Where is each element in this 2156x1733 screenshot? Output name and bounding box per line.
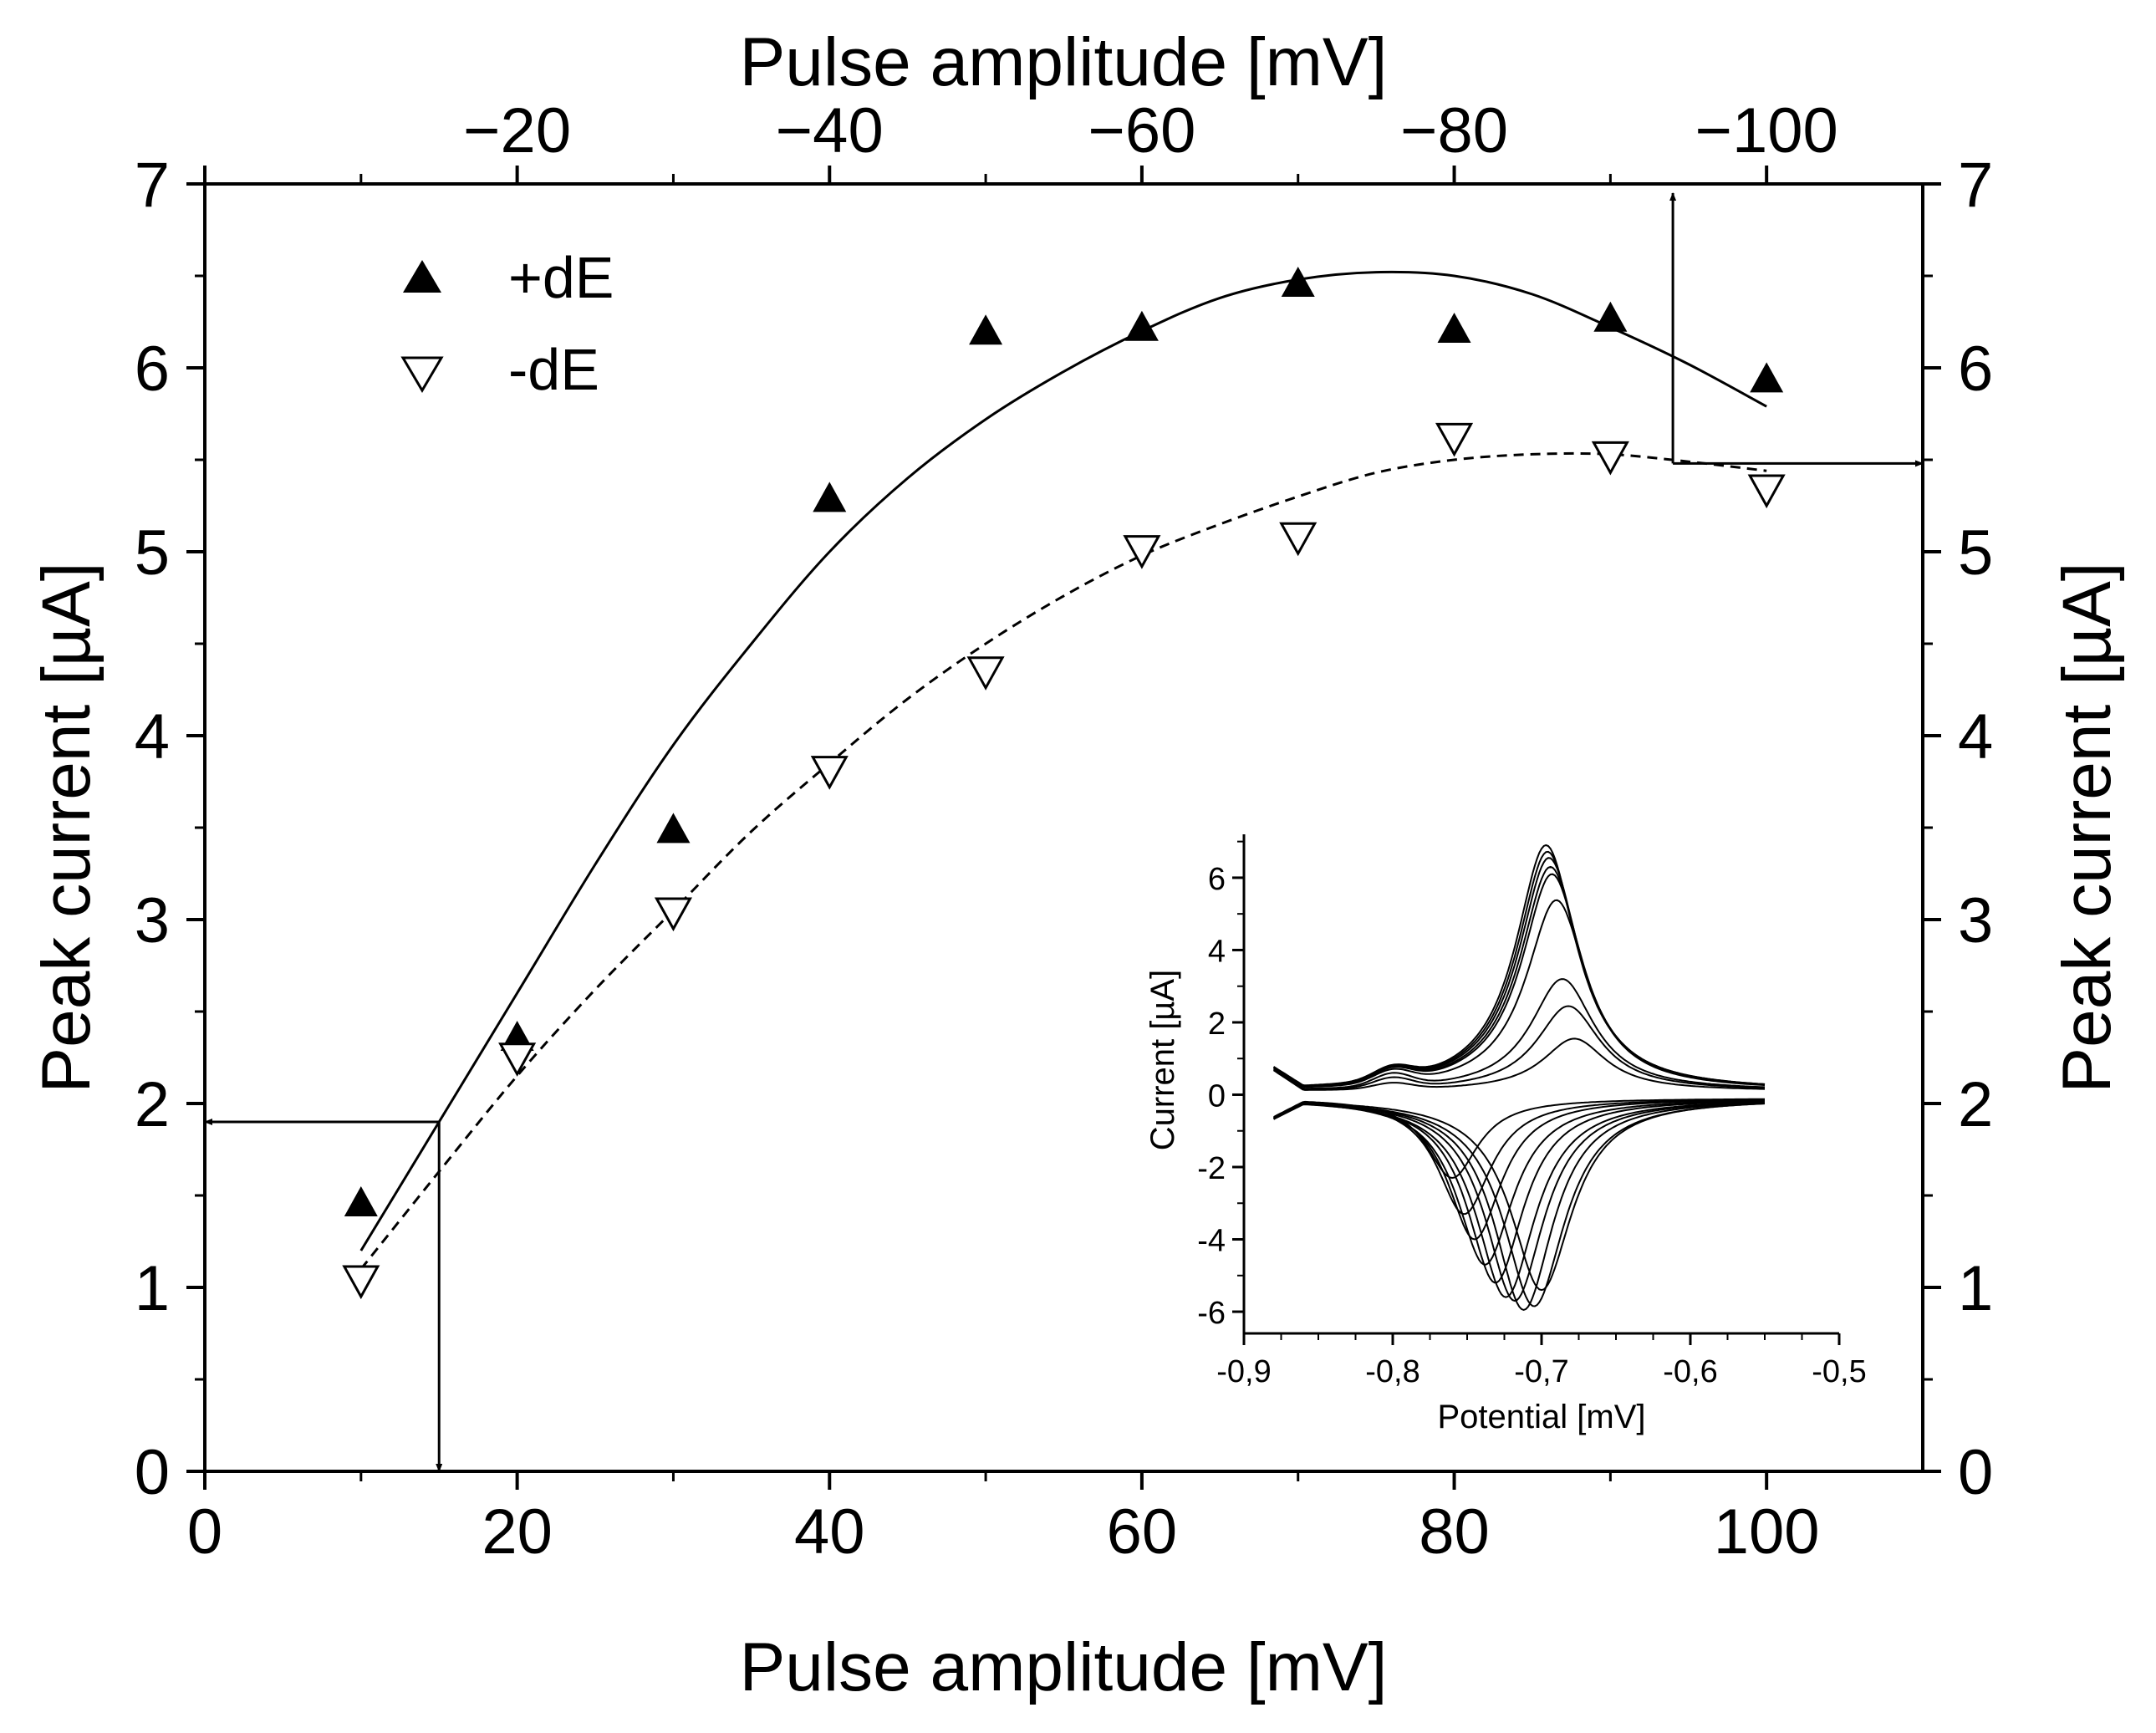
- y-tick-label: 7: [135, 150, 170, 221]
- inset-x-tick-label: -0,5: [1812, 1354, 1866, 1389]
- inset-oxidation-curve: [1273, 857, 1766, 1087]
- point-plus-de: [344, 1186, 378, 1216]
- left-axis-title: Peak current [µA]: [28, 562, 104, 1093]
- inset-chart: -0,9 -0,8 -0,7 -0,6 -0,5 -6 -4 -2 0 2 4 6 Potential…: [1144, 834, 1867, 1435]
- x-tick-label: 100: [1714, 1496, 1820, 1567]
- y-tick-label: 2: [135, 1069, 170, 1140]
- fit-curve-plus-de: [359, 270, 1767, 1251]
- y2-tick-label: 7: [1958, 150, 1993, 221]
- point-minus-de: [342, 1265, 380, 1300]
- inset-reduction-curve: [1273, 1098, 1766, 1241]
- inset-axis-ticks: -0,9 -0,8 -0,7 -0,6 -0,5 -6 -4 -2 0 2 4 6: [1197, 840, 1867, 1389]
- point-plus-de: [1593, 301, 1628, 332]
- point-plus-de: [1124, 310, 1159, 341]
- point-minus-de: [810, 756, 849, 790]
- point-plus-de: [1437, 313, 1471, 343]
- inset-x-tick-label: -0,8: [1365, 1354, 1419, 1389]
- legend-label-minus-de: -dE: [508, 337, 599, 402]
- main-data-points: [342, 267, 1786, 1300]
- y-tick-label: 5: [135, 517, 170, 589]
- inset-oxidation-curve: [1273, 1005, 1766, 1090]
- inset-x-tick-label: -0,6: [1663, 1354, 1717, 1389]
- inset-y-tick-label: 0: [1208, 1078, 1226, 1114]
- point-minus-de: [1435, 422, 1474, 457]
- inset-reduction-curve: [1273, 1102, 1766, 1292]
- inset-oxidation-curve: [1273, 844, 1766, 1087]
- y2-tick-label: 5: [1958, 517, 1993, 589]
- x-tick-label: 80: [1419, 1496, 1490, 1567]
- main-plot-frame: [203, 182, 1924, 1473]
- point-minus-de: [498, 1042, 537, 1077]
- inset-reduction-curve: [1273, 1098, 1766, 1180]
- inset-y-tick-label: 2: [1208, 1007, 1226, 1042]
- y2-tick-label: 1: [1958, 1253, 1993, 1324]
- x2-tick-label: −80: [1400, 95, 1508, 166]
- point-minus-de: [1279, 522, 1318, 557]
- point-plus-de: [1750, 362, 1784, 393]
- inset-reduction-curve: [1273, 1101, 1766, 1298]
- y-tick-label: 1: [135, 1253, 170, 1324]
- legend-marker-minus-de: [400, 356, 444, 393]
- axis-reference-arrows: [204, 192, 1924, 1472]
- inset-oxidation-curve: [1273, 978, 1766, 1090]
- bottom-axis-title: Pulse amplitude [mV]: [740, 1629, 1388, 1705]
- x-tick-label: 20: [482, 1496, 553, 1567]
- inset-curves: [1273, 844, 1766, 1311]
- y2-tick-label: 4: [1958, 701, 1993, 772]
- legend-label-plus-de: +dE: [508, 245, 614, 310]
- x2-tick-label: −100: [1695, 95, 1838, 166]
- x-tick-label: 0: [187, 1496, 222, 1567]
- main-fit-curves: [359, 270, 1767, 1270]
- y-tick-label: 6: [135, 334, 170, 405]
- point-minus-de: [1591, 441, 1629, 476]
- y2-tick-label: 0: [1958, 1437, 1993, 1508]
- inset-y-axis-title: Current [µA]: [1144, 970, 1181, 1150]
- y-tick-label: 3: [135, 885, 170, 956]
- y2-tick-label: 3: [1958, 885, 1993, 956]
- x-tick-label: 40: [794, 1496, 865, 1567]
- y-tick-label: 4: [135, 701, 170, 772]
- y2-tick-label: 6: [1958, 334, 1993, 405]
- point-minus-de: [1747, 474, 1786, 509]
- inset-x-axis-title: Potential [mV]: [1437, 1399, 1645, 1435]
- point-plus-de: [969, 314, 1003, 345]
- fit-curve-minus-de: [359, 451, 1767, 1270]
- right-axis-title: Peak current [µA]: [2049, 562, 2125, 1093]
- inset-oxidation-curve: [1273, 1037, 1766, 1091]
- y2-tick-label: 2: [1958, 1069, 1993, 1140]
- inset-reduction-curve: [1273, 1098, 1766, 1216]
- inset-reduction-curve: [1273, 1099, 1766, 1266]
- inset-oxidation-curve: [1273, 865, 1766, 1088]
- inset-y-tick-label: 4: [1208, 934, 1226, 969]
- point-minus-de: [966, 656, 1005, 691]
- point-plus-de: [813, 482, 847, 512]
- inset-y-tick-label: -2: [1197, 1151, 1226, 1186]
- point-minus-de: [1123, 535, 1161, 569]
- inset-x-tick-label: -0,9: [1216, 1354, 1271, 1389]
- top-axis-title: Pulse amplitude [mV]: [740, 24, 1388, 100]
- inset-reduction-curve: [1273, 1103, 1766, 1307]
- inset-oxidation-curve: [1273, 873, 1766, 1088]
- point-plus-de: [1281, 267, 1315, 297]
- x2-tick-label: −60: [1088, 95, 1195, 166]
- legend: +dE -dE: [400, 245, 614, 402]
- inset-x-tick-label: -0,7: [1514, 1354, 1568, 1389]
- x-tick-label: 60: [1107, 1496, 1178, 1567]
- inset-oxidation-curve: [1273, 899, 1766, 1088]
- x2-tick-label: −20: [463, 95, 571, 166]
- inset-y-tick-label: 6: [1208, 862, 1226, 897]
- x2-tick-label: −40: [776, 95, 884, 166]
- point-minus-de: [654, 897, 693, 932]
- y-tick-label: 0: [135, 1437, 170, 1508]
- inset-y-tick-label: -6: [1197, 1296, 1226, 1331]
- point-plus-de: [656, 813, 691, 844]
- legend-marker-plus-de: [403, 260, 441, 293]
- inset-y-tick-label: -4: [1197, 1224, 1226, 1259]
